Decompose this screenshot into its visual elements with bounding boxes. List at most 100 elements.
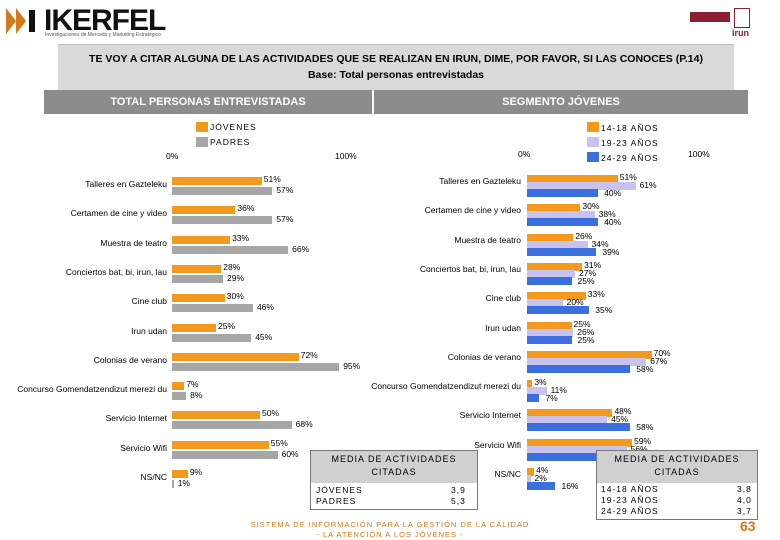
value-label-padres-servicio-wifi: 60% bbox=[281, 448, 299, 459]
bar-24-29-anos-irun-udan bbox=[527, 335, 572, 344]
page-number: 63 bbox=[740, 518, 756, 534]
brand-tagline: Investigaciones de Mercado y Marketing E… bbox=[45, 32, 161, 38]
bar-jovenes-ns-nc bbox=[172, 470, 188, 478]
bar-14-18-anos-muestra-de-teatro bbox=[527, 233, 574, 242]
legend-label-14-18: 14-18 AÑOS bbox=[601, 123, 659, 133]
summary-right-row-value: 3,8 bbox=[737, 484, 752, 494]
value-label-jovenes-irun-udan: 25% bbox=[218, 320, 236, 331]
value-label-24-29-anos-concurso-gomendatzendizut-merezi-du: 7% bbox=[545, 393, 558, 404]
bar-24-29-anos-certamen-de-cine-y-video bbox=[527, 218, 599, 227]
value-label-padres-talleres-en-gazteleku: 57% bbox=[276, 185, 294, 195]
category-label-concurso-gomendatzendizut-merezi-du: Concurso Gomendatzendizut merezi du bbox=[371, 381, 521, 392]
legend-swatch-jovenes bbox=[196, 122, 208, 132]
legend-label-19-23: 19-23 AÑOS bbox=[601, 138, 659, 148]
bar-padres-certamen-de-cine-y-video bbox=[172, 216, 273, 225]
bar-19-23-anos-servicio-internet bbox=[527, 416, 608, 425]
value-label-14-18-anos-certamen-de-cine-y-video: 30% bbox=[582, 201, 600, 212]
value-label-14-18-anos-cine-club: 33% bbox=[587, 289, 605, 300]
value-label-padres-colonias-de-verano: 95% bbox=[343, 360, 361, 371]
category-label-certamen-de-cine-y-video: Certamen de cine y video bbox=[70, 208, 167, 219]
value-label-jovenes-cine-club: 30% bbox=[226, 291, 244, 302]
value-label-14-18-anos-servicio-wifi: 59% bbox=[634, 435, 652, 446]
summary-left-row-label: PADRES bbox=[316, 496, 357, 506]
value-label-19-23-anos-cine-club: 20% bbox=[566, 297, 584, 308]
bar-19-23-anos-cine-club bbox=[527, 299, 563, 308]
category-label-servicio-wifi: Servicio Wifi bbox=[120, 442, 167, 453]
value-label-padres-ns-nc: 1% bbox=[177, 478, 191, 488]
value-label-24-29-anos-talleres-en-gazteleku: 40% bbox=[604, 188, 622, 198]
bar-19-23-anos-certamen-de-cine-y-video bbox=[527, 211, 595, 220]
left-panel-header: TOTAL PERSONAS ENTREVISTADAS bbox=[44, 90, 372, 114]
page-title: TE VOY A CITAR ALGUNA DE LAS ACTIVIDADES… bbox=[89, 53, 703, 65]
footer-line-2: - LA ATENCIÓN A LOS JÓVENES - bbox=[316, 530, 464, 539]
bar-14-18-anos-servicio-internet bbox=[527, 409, 613, 418]
category-label-ns-nc: NS/NC bbox=[494, 469, 521, 479]
legend-label-padres: PADRES bbox=[210, 137, 251, 147]
bar-19-23-anos-irun-udan bbox=[527, 328, 574, 337]
bar-19-23-anos-servicio-wifi bbox=[527, 445, 627, 454]
bar-14-18-anos-ns-nc bbox=[527, 468, 535, 476]
value-label-padres-irun-udan: 45% bbox=[255, 331, 273, 342]
bar-14-18-anos-servicio-wifi bbox=[527, 438, 633, 447]
bar-14-18-anos-concurso-gomendatzendizut-merezi-du bbox=[527, 380, 533, 389]
value-label-19-23-anos-muestra-de-teatro: 34% bbox=[591, 238, 609, 249]
brand-name: IKERFEL bbox=[44, 4, 166, 37]
value-label-jovenes-concurso-gomendatzendizut-merezi-du: 7% bbox=[186, 379, 199, 390]
value-label-19-23-anos-colonias-de-verano: 67% bbox=[650, 355, 668, 366]
value-label-19-23-anos-irun-udan: 26% bbox=[577, 326, 595, 337]
value-label-24-29-anos-conciertos-bat-bi-irun-lau: 25% bbox=[577, 275, 595, 286]
bar-19-23-anos-conciertos-bat-bi-irun-lau bbox=[527, 269, 576, 278]
bar-24-29-anos-concurso-gomendatzendizut-merezi-du bbox=[527, 394, 540, 403]
value-label-jovenes-servicio-internet: 50% bbox=[262, 408, 280, 419]
legend-swatch-padres bbox=[196, 137, 208, 147]
value-label-24-29-anos-muestra-de-teatro: 39% bbox=[602, 246, 620, 257]
title-box bbox=[58, 44, 734, 91]
value-label-19-23-anos-certamen-de-cine-y-video: 38% bbox=[598, 209, 616, 220]
category-label-cine-club: Cine club bbox=[131, 296, 167, 307]
summary-box-left: MEDIA DE ACTIVIDADES CITADAS JÓVENES 3,9… bbox=[310, 450, 478, 510]
value-label-24-29-anos-cine-club: 35% bbox=[595, 305, 613, 316]
partner-logos: irun bbox=[690, 2, 776, 44]
value-label-padres-servicio-internet: 68% bbox=[295, 419, 313, 430]
value-label-19-23-anos-talleres-en-gazteleku: 61% bbox=[639, 180, 657, 190]
category-label-talleres-en-gazteleku: Talleres en Gazteleku bbox=[85, 179, 167, 189]
legend-swatch-14-18 bbox=[587, 122, 599, 132]
bar-padres-concurso-gomendatzendizut-merezi-du bbox=[172, 392, 187, 401]
value-label-14-18-anos-muestra-de-teatro: 26% bbox=[575, 230, 593, 241]
category-label-muestra-de-teatro: Muestra de teatro bbox=[100, 237, 167, 248]
summary-right-row-value: 3,7 bbox=[737, 506, 752, 516]
bar-24-29-anos-colonias-de-verano bbox=[527, 364, 631, 373]
summary-right-row-label: 14-18 AÑOS bbox=[601, 484, 659, 494]
value-label-14-18-anos-concurso-gomendatzendizut-merezi-du: 3% bbox=[534, 377, 547, 388]
value-label-24-29-anos-certamen-de-cine-y-video: 40% bbox=[604, 217, 622, 228]
category-label-colonias-de-verano: Colonias de verano bbox=[93, 354, 167, 365]
value-label-jovenes-talleres-en-gazteleku: 51% bbox=[263, 174, 281, 184]
summary-left-row-label: JÓVENES bbox=[316, 485, 363, 495]
bar-14-18-anos-colonias-de-verano bbox=[527, 350, 652, 359]
bar-19-23-anos-talleres-en-gazteleku bbox=[527, 182, 636, 190]
bar-19-23-anos-ns-nc bbox=[527, 475, 531, 483]
category-label-servicio-wifi: Servicio Wifi bbox=[474, 439, 521, 450]
legend-swatch-24-29 bbox=[587, 152, 599, 162]
bar-padres-cine-club bbox=[172, 304, 253, 313]
partner-irun-text: irun bbox=[732, 28, 749, 38]
value-label-24-29-anos-servicio-internet: 58% bbox=[636, 422, 654, 433]
bar-14-18-anos-talleres-en-gazteleku bbox=[527, 175, 618, 183]
bar-padres-colonias-de-verano bbox=[172, 362, 340, 371]
summary-box-right: MEDIA DE ACTIVIDADES CITADAS 14-18 AÑOS … bbox=[596, 450, 758, 520]
category-label-muestra-de-teatro: Muestra de teatro bbox=[454, 234, 521, 245]
legend-label-jovenes: JÓVENES bbox=[210, 122, 257, 132]
category-label-conciertos-bat-bi-irun-lau: Conciertos bat, bi, irun, lau bbox=[419, 263, 521, 274]
left-scale-max: 100% bbox=[335, 151, 357, 161]
value-label-14-18-anos-ns-nc: 4% bbox=[536, 465, 549, 475]
bar-24-29-anos-cine-club bbox=[527, 306, 590, 315]
legend-label-24-29: 24-29 AÑOS bbox=[601, 153, 659, 163]
bar-jovenes-colonias-de-verano bbox=[172, 352, 299, 361]
bar-14-18-anos-irun-udan bbox=[527, 321, 572, 330]
category-label-servicio-internet: Servicio Internet bbox=[459, 410, 521, 421]
bar-24-29-anos-talleres-en-gazteleku bbox=[527, 189, 599, 197]
value-label-jovenes-ns-nc: 9% bbox=[189, 467, 203, 477]
bar-24-29-anos-muestra-de-teatro bbox=[527, 247, 597, 256]
category-label-colonias-de-verano: Colonias de verano bbox=[447, 351, 521, 362]
